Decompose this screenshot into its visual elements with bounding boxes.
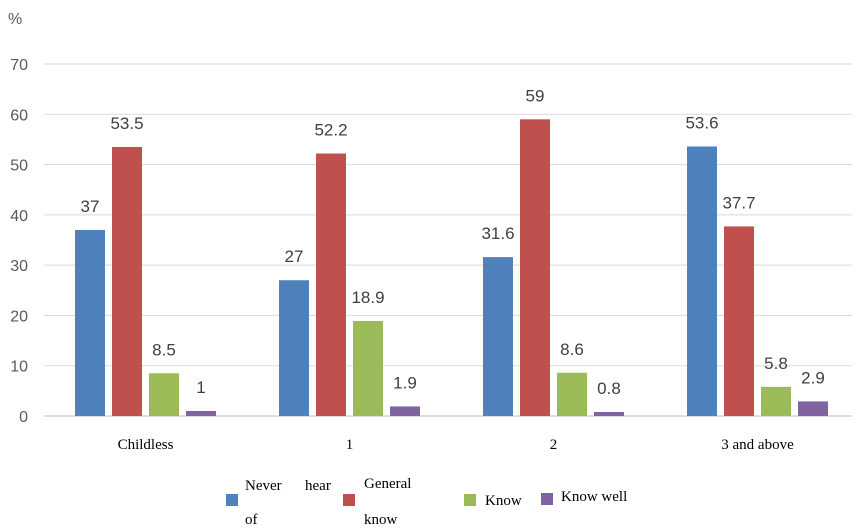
bar	[520, 119, 550, 417]
data-label: 1	[196, 378, 205, 397]
bar	[316, 153, 346, 416]
legend-swatch	[464, 494, 476, 506]
data-label: 1.9	[393, 373, 417, 392]
y-tick-label: 0	[19, 409, 28, 426]
legend-swatch	[343, 494, 355, 506]
bar	[761, 386, 791, 416]
data-label: 59	[526, 86, 545, 105]
data-label: 52.2	[314, 121, 347, 140]
bar	[724, 226, 754, 416]
bar	[687, 146, 717, 416]
legend-label: General know	[364, 476, 411, 528]
data-label: 37.7	[722, 193, 755, 212]
bar	[353, 320, 383, 416]
data-label: 2.9	[801, 368, 825, 387]
y-axis-ticks: 0 10 20 30 40 50 60 70	[10, 57, 28, 426]
y-tick-label: 60	[10, 107, 28, 124]
bar	[594, 411, 624, 416]
data-label: 27	[285, 247, 304, 266]
category-label: 2	[550, 437, 558, 453]
y-tick-label: 30	[10, 258, 28, 275]
legend: Never hear of General know Know Know well	[226, 476, 627, 528]
data-label: 53.6	[685, 113, 718, 132]
legend-swatch	[541, 493, 553, 505]
bar	[557, 372, 587, 416]
bar	[279, 280, 309, 416]
data-label: 37	[81, 197, 100, 216]
bar	[483, 257, 513, 416]
category-label: 3 and above	[721, 437, 794, 453]
data-labels: 37 27 31.6 53.6 53.5 52.2 59 37.7 8.5 18.9 8.6 5.8 1…	[81, 86, 825, 398]
bar	[798, 401, 828, 416]
data-label: 0.8	[597, 379, 621, 398]
x-axis-categories: Childless 1 2 3 and above	[118, 437, 794, 453]
data-label: 8.6	[560, 340, 584, 359]
y-tick-label: 70	[10, 57, 28, 74]
y-tick-label: 20	[10, 308, 28, 325]
legend-swatch	[226, 494, 238, 506]
legend-label: Never hear of	[245, 478, 331, 528]
y-axis-unit-label: %	[8, 11, 22, 28]
data-label: 5.8	[764, 354, 788, 373]
y-tick-label: 10	[10, 359, 28, 376]
bar	[390, 406, 420, 416]
y-tick-label: 40	[10, 208, 28, 225]
category-label: Childless	[118, 437, 174, 453]
data-label: 8.5	[152, 340, 176, 359]
y-tick-label: 50	[10, 158, 28, 175]
data-label: 18.9	[351, 288, 384, 307]
bar	[112, 146, 142, 416]
legend-label: Know	[485, 493, 522, 509]
gridlines	[44, 63, 852, 417]
bars	[75, 119, 828, 417]
legend-label: Know well	[561, 489, 627, 505]
data-label: 31.6	[481, 224, 514, 243]
bar	[149, 373, 179, 416]
bar	[186, 410, 216, 416]
category-label: 1	[346, 437, 354, 453]
data-label: 53.5	[110, 114, 143, 133]
bar	[75, 229, 105, 416]
